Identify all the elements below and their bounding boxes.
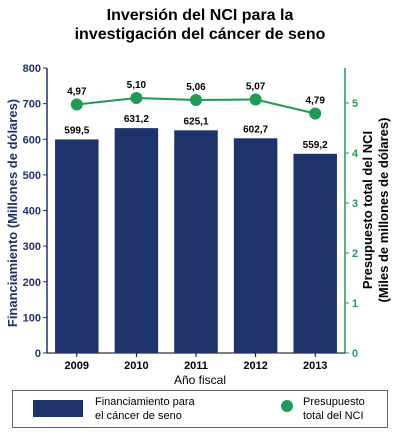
line-point-label: 5,06 xyxy=(186,82,206,93)
chart-title-line-1: Inversión del NCI para la xyxy=(107,7,294,24)
y-right-tick-label: 1 xyxy=(352,298,358,310)
line-point xyxy=(309,107,322,120)
bar xyxy=(55,139,99,353)
chart-title-line-2: investigación del cáncer de seno xyxy=(75,26,326,43)
x-tick-label: 2011 xyxy=(184,360,208,372)
line-point-label: 4,79 xyxy=(305,96,325,107)
y-right-axis-label-line-1: Presupuesto total del NCI xyxy=(360,131,375,289)
line-point-label: 4,97 xyxy=(67,87,87,98)
x-tick-label: 2009 xyxy=(65,360,89,372)
y-left-tick-label: 500 xyxy=(23,170,41,182)
x-tick-label: 2013 xyxy=(303,360,327,372)
legend-line-dot xyxy=(281,400,293,412)
legend-line-label-line-2: total del NCI xyxy=(303,410,364,422)
y-right-tick-label: 5 xyxy=(352,98,358,110)
bar-value-label: 599,5 xyxy=(64,125,89,136)
chart: Inversión del NCI para la investigación … xyxy=(5,7,391,387)
legend-bar-label-line-2: el cáncer de seno xyxy=(95,410,182,422)
x-axis-label: Año fiscal xyxy=(174,373,226,387)
y-left-tick-label: 400 xyxy=(23,206,41,218)
x-tick-label: 2012 xyxy=(243,360,267,372)
y-left-tick-label: 300 xyxy=(23,241,41,253)
bar-value-label: 625,1 xyxy=(183,116,208,127)
line-point xyxy=(249,93,262,106)
bar-value-label: 602,7 xyxy=(243,124,268,135)
bar-value-label: 559,2 xyxy=(303,140,328,151)
y-left-tick-label: 700 xyxy=(23,99,41,111)
line-point-label: 5,07 xyxy=(246,82,266,93)
y-left-tick-label: 200 xyxy=(23,277,41,289)
legend: Financiamiento para el cáncer de seno Pr… xyxy=(12,390,388,428)
line-point xyxy=(190,94,202,106)
y-right-tick-label: 0 xyxy=(352,348,358,360)
bar xyxy=(114,128,159,353)
line-point xyxy=(70,98,83,111)
x-tick-label: 2010 xyxy=(124,360,148,372)
y-right-tick-label: 4 xyxy=(352,148,359,160)
y-left-axis-label: Financiamiento (Millones de dólares) xyxy=(5,99,20,327)
legend-bar-label-line-1: Financiamiento para xyxy=(95,396,195,408)
y-left-tick-label: 600 xyxy=(23,134,41,146)
line-point xyxy=(130,92,143,104)
y-left-tick-label: 100 xyxy=(23,312,41,324)
y-left-tick-label: 0 xyxy=(35,348,41,360)
bar-value-label: 631,2 xyxy=(124,114,149,125)
line-point-label: 5,10 xyxy=(127,80,147,91)
bar xyxy=(233,138,278,353)
bar xyxy=(174,130,218,353)
bar xyxy=(293,153,337,353)
y-right-tick-label: 3 xyxy=(352,198,358,210)
y-right-tick-label: 2 xyxy=(352,248,358,260)
legend-bar-swatch xyxy=(33,400,83,417)
plot-area: 0 100 200 300 400 500 600 700 800 0 1 2 3 4 5 2009 599,5… xyxy=(23,63,359,372)
legend-line-label-line-1: Presupuesto xyxy=(303,396,365,408)
y-left-tick-label: 800 xyxy=(23,63,41,75)
y-right-axis-label-line-2: (Miles de millones de dólares) xyxy=(376,118,391,303)
